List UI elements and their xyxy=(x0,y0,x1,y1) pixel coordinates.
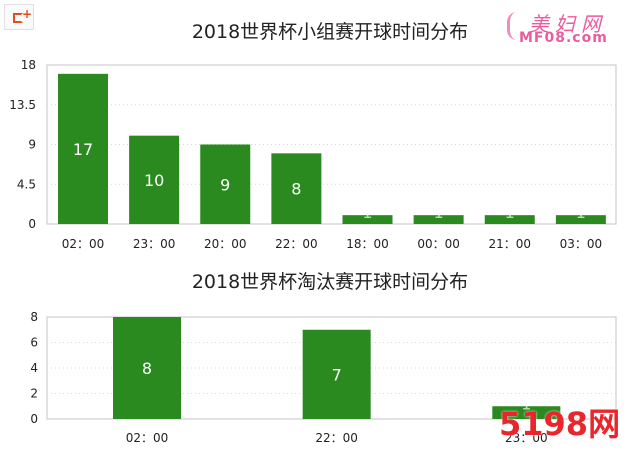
bar xyxy=(129,135,180,224)
watermark-swirl-icon xyxy=(507,12,524,40)
bar xyxy=(302,329,371,419)
watermark-top: 美妇网 MF08.com xyxy=(505,6,631,50)
bar-data-label: 8 xyxy=(142,359,152,378)
bar xyxy=(200,144,251,224)
bar-data-label: 8 xyxy=(291,180,301,199)
share-icon[interactable]: + xyxy=(4,4,34,30)
y-tick-label: 6 xyxy=(30,336,38,350)
bar-data-label: 1 xyxy=(505,203,515,222)
bar xyxy=(271,153,322,224)
y-tick-label: 9 xyxy=(28,138,36,152)
x-tick-label: 21：00 xyxy=(488,237,531,251)
y-tick-label: 8 xyxy=(30,310,38,324)
y-tick-label: 2 xyxy=(30,387,38,401)
x-tick-label: 23：00 xyxy=(505,431,548,445)
bar xyxy=(342,215,393,224)
x-tick-label: 20：00 xyxy=(204,237,247,251)
bar-data-label: 1 xyxy=(576,203,586,222)
x-tick-label: 22：00 xyxy=(315,431,358,445)
y-tick-label: 13.5 xyxy=(9,98,36,112)
y-tick-label: 0 xyxy=(28,217,36,231)
bar-data-label: 1 xyxy=(521,394,531,413)
y-tick-label: 4 xyxy=(30,361,38,375)
knockout-stage-chart: 2018世界杯淘汰赛开球时间分布 0 2 4 6 8 8 02：00 7 22：00 1 23：00 xyxy=(30,271,617,445)
bar-data-label: 7 xyxy=(332,365,342,384)
x-tick-label: 00：00 xyxy=(417,237,460,251)
x-tick-label: 22：00 xyxy=(275,237,318,251)
bar-data-label: 17 xyxy=(73,140,93,159)
watermark-top-en: MF08.com xyxy=(519,30,608,46)
x-tick-label: 03：00 xyxy=(560,237,603,251)
x-tick-label: 02：00 xyxy=(126,431,169,445)
bar xyxy=(484,215,535,224)
bar-data-label: 1 xyxy=(434,203,444,222)
chart-title: 2018世界杯小组赛开球时间分布 xyxy=(192,21,468,43)
watermark-bottom-num: 5198 xyxy=(499,405,589,443)
bar xyxy=(555,215,606,224)
bar-data-label: 9 xyxy=(220,175,230,194)
bar xyxy=(58,73,108,224)
y-tick-label: 18 xyxy=(21,58,36,72)
bar-data-label: 1 xyxy=(362,203,372,222)
watermark-top-cn: 美妇网 xyxy=(529,12,607,36)
y-tick-label: 4.5 xyxy=(17,177,36,191)
x-tick-label: 02：00 xyxy=(62,237,105,251)
chart-title: 2018世界杯淘汰赛开球时间分布 xyxy=(192,271,468,293)
bar xyxy=(492,406,561,419)
y-tick-label: 0 xyxy=(30,412,38,426)
group-stage-chart: 2018世界杯小组赛开球时间分布04.5913.5181702：001023：0… xyxy=(9,21,617,251)
bar xyxy=(413,215,464,224)
x-tick-label: 23：00 xyxy=(133,237,176,251)
watermark-bottom-cn: 网 xyxy=(588,405,621,443)
bar xyxy=(113,317,181,419)
x-tick-label: 18：00 xyxy=(346,237,389,251)
bar-data-label: 10 xyxy=(144,171,164,190)
watermark-bottom: 5198网 xyxy=(499,404,620,444)
